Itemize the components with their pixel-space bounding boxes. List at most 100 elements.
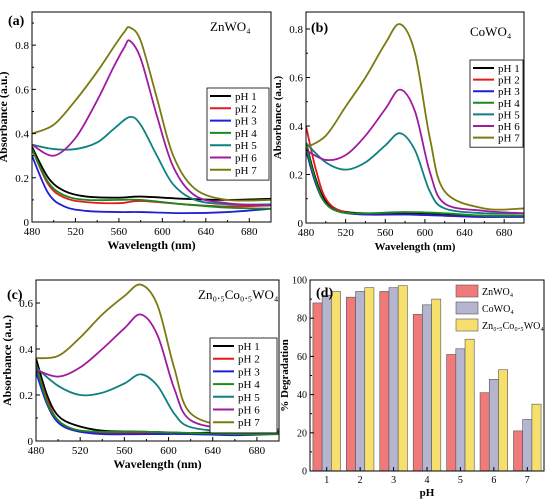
series-line-ph-7 xyxy=(36,283,279,431)
legend-label: pH 3 xyxy=(238,366,260,378)
series-line-ph-4 xyxy=(306,145,524,217)
plot-frame xyxy=(31,11,272,223)
legend-label: pH 4 xyxy=(498,98,520,110)
y-tick-label: 0 xyxy=(302,467,307,478)
x-tick-label: 480 xyxy=(24,226,41,238)
y-tick-label: 0 xyxy=(24,217,30,229)
x-tick-label: 520 xyxy=(72,445,89,457)
legend-box xyxy=(209,337,278,434)
legend-label: pH 1 xyxy=(235,91,257,103)
material-label: Zn₀.₅Co₀.₅WO₄ xyxy=(198,287,279,302)
x-tick-label: 600 xyxy=(154,226,171,238)
x-axis-label: Wavelength (nm) xyxy=(375,241,456,253)
bar-4-1 xyxy=(422,304,432,472)
x-tick-label: 600 xyxy=(417,227,434,239)
y-tick-label: 20 xyxy=(297,428,307,439)
series-line-ph-6 xyxy=(306,88,524,215)
bar-3-0 xyxy=(379,291,390,472)
legend-label: pH 3 xyxy=(498,86,520,98)
y-tick-label: 0.4 xyxy=(19,344,33,356)
x-tick-label: 520 xyxy=(67,226,84,238)
bar-7-1 xyxy=(522,419,533,472)
y-tick-label: 0 xyxy=(28,436,34,448)
x-tick-label: 480 xyxy=(298,227,315,239)
bar-5-1 xyxy=(455,348,466,472)
y-tick-label: 80 xyxy=(297,314,307,325)
legend-box xyxy=(206,87,270,181)
bar-5-2 xyxy=(464,338,475,472)
y-tick-label: 100 xyxy=(292,276,307,287)
legend-label: pH 2 xyxy=(235,103,257,115)
line-chart-panel-2: 480 520 560 600 640 680 0 0.2 0.4 0.6 Wavelength (… xyxy=(0,279,280,471)
x-axis-label: pH xyxy=(420,487,435,499)
series-line-ph-1 xyxy=(32,146,271,201)
panel-label: (a) xyxy=(8,14,25,29)
y-tick-label: 0.6 xyxy=(289,72,303,84)
x-axis-label: Wavelength (nm) xyxy=(107,238,195,252)
legend-label: pH 6 xyxy=(235,153,257,165)
x-tick-label: 6 xyxy=(491,475,496,486)
legend-label: pH 2 xyxy=(498,75,520,87)
series-group xyxy=(32,26,271,215)
material-label: ZnWO₄ xyxy=(210,19,251,34)
legend-swatch xyxy=(455,284,479,298)
x-tick-label: 640 xyxy=(204,445,221,457)
series-line-ph-4 xyxy=(36,364,279,436)
y-tick-label: 40 xyxy=(297,390,307,401)
legend-swatch xyxy=(455,301,479,315)
x-tick-label: 520 xyxy=(337,227,354,239)
series-line-ph-5 xyxy=(36,366,279,434)
series-group xyxy=(36,283,279,437)
y-tick-label: 0.2 xyxy=(289,169,303,181)
x-axis-label: Wavelength (nm) xyxy=(113,457,201,471)
x-tick-label: 7 xyxy=(525,475,530,486)
bar-7-0 xyxy=(513,430,523,472)
x-tick-label: 640 xyxy=(456,227,473,239)
bar-2-0 xyxy=(346,296,356,472)
bar-1-2 xyxy=(331,291,341,472)
bar-6-0 xyxy=(479,392,490,472)
x-tick-label: 2 xyxy=(358,475,363,486)
x-tick-label: 480 xyxy=(28,445,45,457)
x-tick-label: 680 xyxy=(241,226,258,238)
legend-label: pH 5 xyxy=(498,109,520,121)
y-tick-label: 0.6 xyxy=(15,84,29,96)
legend-swatch xyxy=(455,318,479,332)
series-line-ph-4 xyxy=(32,148,271,210)
y-tick-label: 0.8 xyxy=(15,40,29,52)
panel-label: (c) xyxy=(7,288,23,303)
y-axis-label: % Degradation xyxy=(279,339,291,411)
bar-3-2 xyxy=(397,285,408,472)
panel-label: (b) xyxy=(311,21,328,36)
legend-label: pH 3 xyxy=(235,116,257,128)
series-line-ph-7 xyxy=(32,26,271,202)
y-tick-label: 60 xyxy=(297,352,307,363)
x-tick-label: 680 xyxy=(249,445,266,457)
plot-frame xyxy=(35,279,280,442)
legend-label: pH 1 xyxy=(238,341,260,353)
panel-label: (d) xyxy=(316,286,333,301)
legend-label: pH 2 xyxy=(238,354,260,366)
legend-label: pH 7 xyxy=(238,417,260,429)
bar-1-0 xyxy=(312,302,323,472)
y-tick-label: 0.8 xyxy=(289,24,303,36)
legend: pH 1pH 2pH 3pH 4pH 5pH 6pH 7 xyxy=(209,337,278,434)
bar-5-0 xyxy=(446,354,457,472)
plot-frame xyxy=(305,11,525,224)
x-tick-label: 680 xyxy=(496,227,513,239)
legend-label: CoWO₄ xyxy=(482,304,514,315)
series-line-ph-5 xyxy=(32,115,271,206)
legend-label: pH 4 xyxy=(235,128,257,140)
x-tick-label: 5 xyxy=(458,475,463,486)
x-tick-label: 1 xyxy=(324,475,329,486)
x-tick-label: 4 xyxy=(425,475,430,486)
y-tick-label: 0.4 xyxy=(15,129,29,141)
x-tick-label: 640 xyxy=(198,226,215,238)
y-tick-label: 0.2 xyxy=(19,390,33,402)
legend-label: pH 1 xyxy=(498,63,520,75)
bar-1-1 xyxy=(321,294,332,472)
series-group xyxy=(306,23,524,218)
legend: pH 1pH 2pH 3pH 4pH 5pH 6pH 7 xyxy=(206,87,270,181)
y-axis-label: Absorbance (a.u.) xyxy=(272,75,284,159)
